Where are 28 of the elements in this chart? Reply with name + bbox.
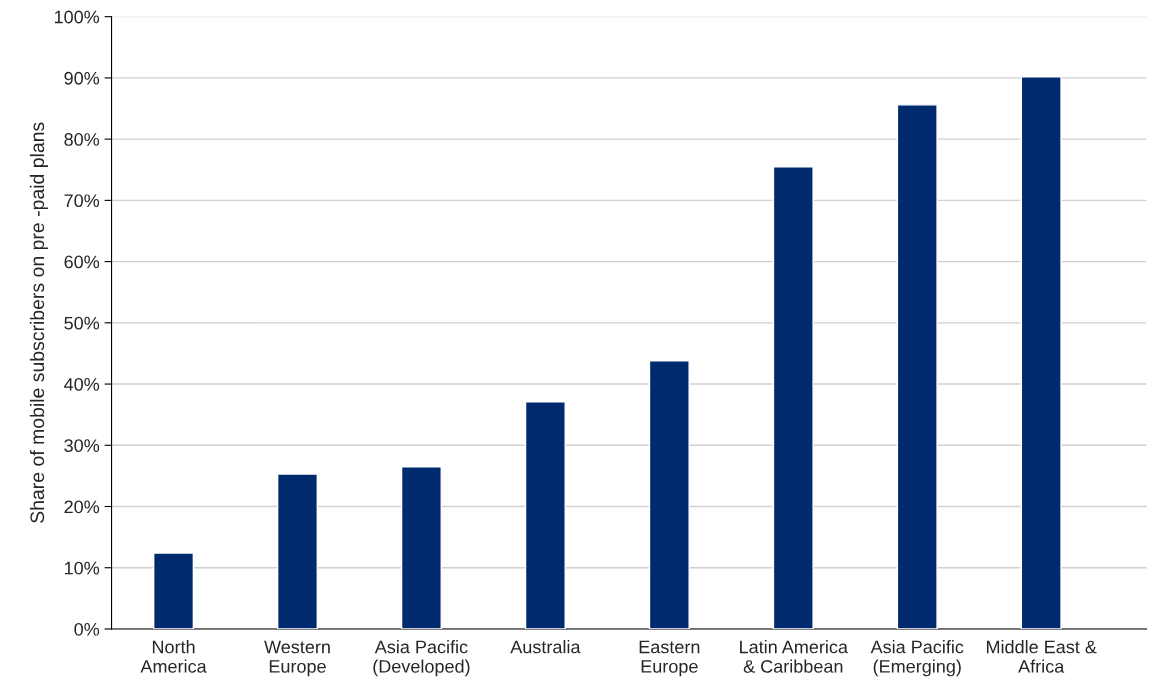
x-tick-label: Middle East & Africa bbox=[986, 640, 1097, 673]
x-tick-label: Western Europe bbox=[264, 640, 330, 677]
bar bbox=[400, 466, 442, 629]
x-tick-label: Australia bbox=[510, 640, 581, 654]
x-tick-label: Asia Pacific (Developed) bbox=[373, 640, 470, 677]
y-tick-label: 40% bbox=[64, 377, 100, 391]
x-tick-label: North America bbox=[140, 640, 207, 673]
bar bbox=[1020, 75, 1062, 629]
bar bbox=[276, 473, 319, 629]
bar bbox=[152, 552, 195, 629]
y-tick-label: 0% bbox=[74, 622, 100, 636]
y-tick-label: 90% bbox=[64, 71, 100, 85]
x-tick-label: Asia Pacific (Emerging) bbox=[870, 640, 964, 677]
y-tick-label: 60% bbox=[64, 255, 100, 269]
bar bbox=[772, 165, 814, 629]
bar bbox=[896, 104, 938, 629]
y-tick-label: 70% bbox=[64, 194, 100, 208]
y-axis-title: Share of mobile subscribers on pre -paid plans bbox=[29, 122, 49, 523]
bar bbox=[524, 401, 566, 629]
y-tick-label: 20% bbox=[64, 500, 100, 514]
y-tick-label: 100% bbox=[54, 10, 100, 24]
x-tick-label: Eastern Europe bbox=[639, 640, 700, 677]
y-tick-label: 30% bbox=[64, 439, 100, 453]
bar bbox=[648, 360, 690, 629]
y-tick-label: 10% bbox=[64, 561, 100, 575]
x-tick-label: Latin America & Caribbean bbox=[740, 640, 848, 673]
y-tick-label: 50% bbox=[64, 316, 100, 330]
y-tick-label: 80% bbox=[64, 133, 100, 146]
